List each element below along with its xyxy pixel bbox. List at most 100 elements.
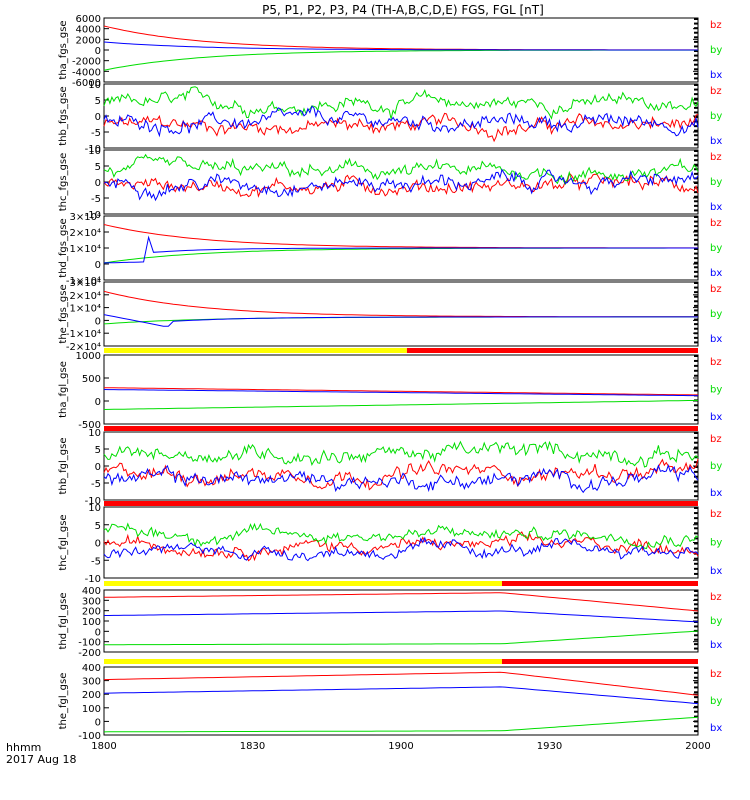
legend-bx: bx (710, 566, 722, 577)
edge-mark (694, 432, 698, 434)
edge-mark (694, 715, 698, 718)
footer-date: 2017 Aug 18 (6, 753, 76, 766)
edge-mark (694, 643, 698, 646)
panel-7: thb_fgl_gse 10 5 0 -5 -10 bz by bx (58, 426, 722, 507)
edge-mark (694, 480, 698, 483)
edge-mark (694, 36, 698, 39)
ytick-label: 100 (82, 617, 101, 628)
edge-mark (694, 409, 698, 412)
legend-bz: bz (710, 434, 722, 445)
series-bx (103, 314, 698, 327)
edge-mark (694, 485, 698, 488)
edge-mark (694, 248, 698, 250)
edge-mark (694, 696, 698, 699)
series-by (103, 399, 699, 410)
edge-mark (694, 436, 698, 439)
edge-mark (694, 195, 698, 198)
edge-mark (694, 54, 698, 57)
series-by (103, 522, 699, 550)
edge-mark (694, 106, 698, 109)
ytick-label: -2×10⁴ (66, 342, 101, 353)
panel-2: thb_fgs_gse 10 5 0 -5 -10 bz by bx (58, 80, 722, 155)
legend-by: by (710, 696, 722, 707)
ytick-label: 2×10⁴ (70, 228, 101, 239)
ytick-label: -4000 (72, 67, 101, 78)
series-bz (103, 671, 699, 696)
ytick-label: 3×10⁴ (70, 212, 101, 223)
xtick-label: 2000 (685, 741, 710, 752)
edge-mark (694, 374, 698, 377)
edge-mark (694, 603, 698, 606)
edge-mark (694, 691, 698, 694)
ytick-label: -5 (91, 194, 101, 205)
legend-bz: bz (710, 592, 722, 603)
edge-mark (694, 364, 698, 367)
ytick-label: 10 (88, 503, 101, 514)
panel-ylabel: thc_fgs_gse (58, 153, 69, 212)
ytick-label: 5 (95, 162, 101, 173)
edge-mark (694, 441, 698, 444)
series-bx (103, 686, 699, 705)
edge-mark (694, 512, 698, 515)
edge-mark (694, 172, 698, 175)
legend-by: by (710, 538, 722, 549)
edge-mark (694, 456, 698, 459)
panel-3: thc_fgs_gse 10 5 0 -5 -10 bz by bx (58, 146, 722, 221)
edge-mark (694, 379, 698, 382)
xtick-label: 1930 (537, 741, 562, 752)
edge-mark (694, 557, 698, 560)
edge-mark (694, 304, 698, 307)
edge-mark (694, 252, 698, 255)
series-bx (103, 463, 699, 494)
edge-mark (694, 111, 698, 114)
edge-mark (694, 300, 698, 303)
status-bar-yellow (104, 348, 407, 353)
ytick-label: -10 (85, 144, 101, 155)
edge-mark (694, 150, 698, 152)
ytick-label: -6000 (72, 78, 101, 89)
status-bar-red (501, 581, 698, 586)
edge-mark (694, 686, 698, 689)
ytick-label: 300 (82, 677, 101, 688)
edge-mark (694, 517, 698, 520)
edge-mark (694, 542, 698, 545)
ytick-label: 0 (95, 260, 101, 271)
legend-by: by (710, 616, 722, 627)
edge-mark (694, 314, 698, 316)
edge-mark (694, 116, 698, 118)
edge-mark (694, 562, 698, 565)
edge-mark (694, 730, 698, 733)
status-bar-red (501, 659, 698, 664)
panel-8: thc_fgl_gse 10 5 0 -5 -10 bz by bx (58, 501, 722, 585)
edge-mark (694, 341, 698, 344)
legend-bz: bz (710, 218, 722, 229)
edge-mark (694, 68, 698, 71)
edge-mark (694, 88, 698, 91)
legend-bz: bz (710, 357, 722, 368)
edge-mark (694, 102, 698, 105)
panel-ylabel: tha_fgl_gse (58, 361, 69, 418)
edge-mark (694, 667, 698, 669)
ytick-label: 0 (95, 627, 101, 638)
ytick-label: -100 (78, 731, 101, 742)
xtick-label: 1800 (91, 741, 116, 752)
edge-mark (694, 31, 698, 34)
ytick-label: 100 (82, 704, 101, 715)
status-bar-red (104, 501, 698, 506)
legend-bx: bx (710, 268, 722, 279)
status-bar-yellow (104, 659, 502, 664)
edge-mark (694, 72, 698, 75)
legend-bz: bz (710, 509, 722, 520)
panel-ylabel: the_fgl_gse (58, 673, 69, 730)
edge-mark (694, 537, 698, 540)
edge-mark (694, 598, 698, 601)
panel-ylabel: thb_fgl_gse (58, 438, 69, 495)
edge-mark (694, 40, 698, 43)
edge-mark (694, 470, 698, 473)
series-bx (104, 610, 699, 623)
series-bx (103, 536, 699, 562)
ytick-label: -200 (78, 648, 101, 659)
series-bz (103, 172, 699, 198)
edge-mark (694, 607, 698, 610)
